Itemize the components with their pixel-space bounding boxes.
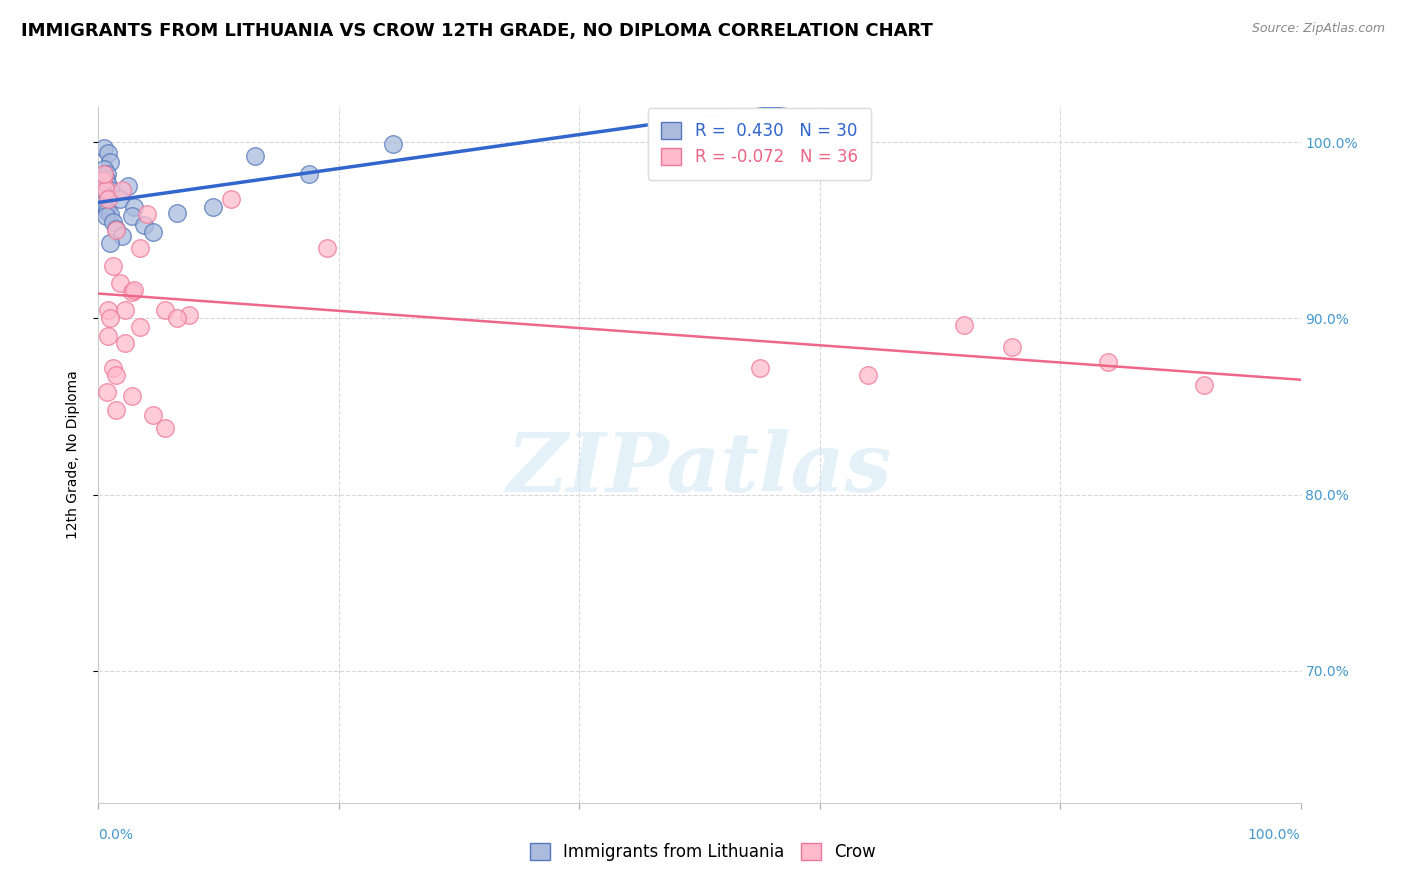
Point bbox=[93, 161, 115, 176]
Point bbox=[381, 136, 404, 151]
Text: Source: ZipAtlas.com: Source: ZipAtlas.com bbox=[1251, 22, 1385, 36]
Point bbox=[100, 183, 122, 197]
Point bbox=[177, 308, 200, 322]
Point bbox=[117, 179, 139, 194]
Point bbox=[166, 205, 188, 219]
Point bbox=[114, 302, 136, 317]
Point bbox=[748, 360, 770, 375]
Point bbox=[93, 188, 115, 202]
Point bbox=[96, 385, 118, 400]
Point bbox=[108, 276, 131, 290]
Text: IMMIGRANTS FROM LITHUANIA VS CROW 12TH GRADE, NO DIPLOMA CORRELATION CHART: IMMIGRANTS FROM LITHUANIA VS CROW 12TH G… bbox=[21, 22, 934, 40]
Point bbox=[105, 221, 128, 235]
Point bbox=[108, 192, 131, 206]
Point bbox=[114, 336, 136, 351]
Point bbox=[97, 192, 120, 206]
Point bbox=[97, 192, 120, 206]
Point bbox=[1194, 378, 1216, 392]
Y-axis label: 12th Grade, No Diploma: 12th Grade, No Diploma bbox=[66, 370, 80, 540]
Point bbox=[105, 403, 128, 417]
Point bbox=[101, 360, 124, 375]
Legend: Immigrants from Lithuania, Crow: Immigrants from Lithuania, Crow bbox=[523, 836, 883, 868]
Point bbox=[97, 329, 120, 343]
Point bbox=[97, 145, 120, 160]
Point bbox=[94, 209, 117, 223]
Point bbox=[135, 207, 157, 221]
Point bbox=[124, 283, 146, 297]
Point bbox=[100, 311, 122, 326]
Point bbox=[100, 235, 122, 250]
Text: 0.0%: 0.0% bbox=[98, 828, 134, 842]
Point bbox=[96, 204, 118, 219]
Point bbox=[166, 311, 188, 326]
Point bbox=[94, 201, 117, 215]
Point bbox=[94, 183, 117, 197]
Point bbox=[105, 368, 128, 382]
Point bbox=[1097, 355, 1119, 369]
Point bbox=[129, 241, 152, 255]
Point bbox=[105, 223, 128, 237]
Point bbox=[298, 167, 321, 181]
Point bbox=[111, 228, 134, 243]
Point bbox=[94, 172, 117, 186]
Point bbox=[153, 420, 176, 434]
Point bbox=[97, 302, 120, 317]
Point bbox=[129, 320, 152, 334]
Point bbox=[121, 285, 143, 299]
Legend: R =  0.430   N = 30, R = -0.072   N = 36: R = 0.430 N = 30, R = -0.072 N = 36 bbox=[648, 109, 872, 180]
Point bbox=[219, 192, 242, 206]
Point bbox=[953, 318, 976, 333]
Point bbox=[124, 201, 146, 215]
Point bbox=[121, 209, 143, 223]
Point bbox=[1001, 340, 1024, 354]
Point bbox=[121, 389, 143, 403]
Point bbox=[141, 409, 163, 423]
Point bbox=[856, 368, 879, 382]
Point bbox=[153, 302, 176, 317]
Point bbox=[141, 225, 163, 239]
Point bbox=[96, 167, 118, 181]
Point bbox=[91, 174, 114, 188]
Point bbox=[93, 140, 115, 154]
Point bbox=[243, 149, 266, 163]
Point bbox=[97, 178, 120, 192]
Point bbox=[201, 201, 224, 215]
Point bbox=[315, 241, 337, 255]
Point bbox=[100, 207, 122, 221]
Text: ZIPatlas: ZIPatlas bbox=[506, 429, 893, 508]
Point bbox=[101, 214, 124, 228]
Point bbox=[91, 197, 114, 211]
Point bbox=[111, 183, 134, 197]
Point bbox=[93, 167, 115, 181]
Text: 100.0%: 100.0% bbox=[1249, 828, 1301, 842]
Point bbox=[100, 154, 122, 169]
Point bbox=[132, 218, 155, 232]
Point bbox=[101, 259, 124, 273]
